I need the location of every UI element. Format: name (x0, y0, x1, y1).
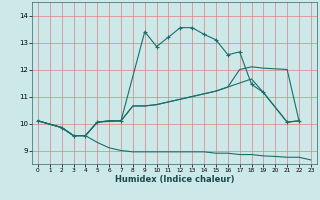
X-axis label: Humidex (Indice chaleur): Humidex (Indice chaleur) (115, 175, 234, 184)
